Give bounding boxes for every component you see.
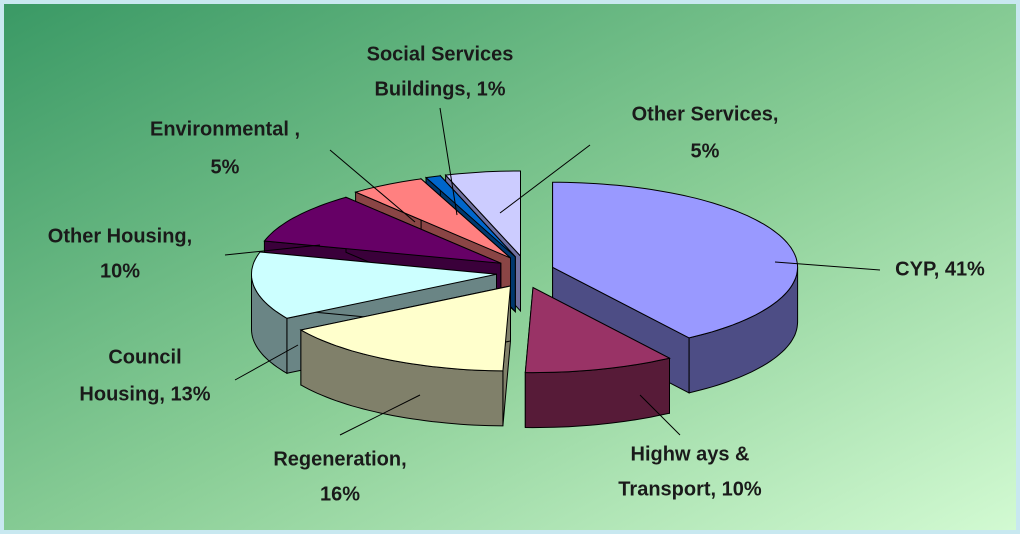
data-label: 10% <box>100 260 140 282</box>
leader-line <box>339 394 421 436</box>
data-label: 5% <box>691 140 720 162</box>
leader-line <box>329 149 416 223</box>
leader-line <box>224 244 321 256</box>
data-label: Council <box>108 346 181 368</box>
data-label: CYP, 41% <box>895 258 985 280</box>
data-label: Buildings, 1% <box>374 78 505 100</box>
slice-top <box>524 286 671 374</box>
data-label: Regeneration, <box>273 448 406 470</box>
data-label: Other Housing, <box>48 225 192 247</box>
data-label: Transport, 10% <box>618 478 762 500</box>
slice-top <box>354 178 511 259</box>
slice-top <box>263 196 501 264</box>
leader-line <box>774 261 881 271</box>
data-label: 16% <box>320 483 360 505</box>
data-label: Environmental , <box>150 118 300 140</box>
slice <box>299 285 512 427</box>
data-label: Social Services <box>367 43 514 65</box>
slice-top <box>552 181 799 339</box>
leader-line <box>499 144 591 214</box>
slice-top <box>299 285 512 372</box>
data-label: Housing, 13% <box>79 383 210 405</box>
data-label: Other Services, <box>632 103 779 125</box>
leader-line <box>639 394 681 436</box>
leader-line <box>439 107 458 216</box>
slice <box>524 286 671 429</box>
data-label: 5% <box>211 156 240 178</box>
data-label: Highw ays & <box>631 443 750 465</box>
slice-top <box>250 251 497 319</box>
leader-line <box>234 344 299 381</box>
slice-top <box>444 170 521 258</box>
